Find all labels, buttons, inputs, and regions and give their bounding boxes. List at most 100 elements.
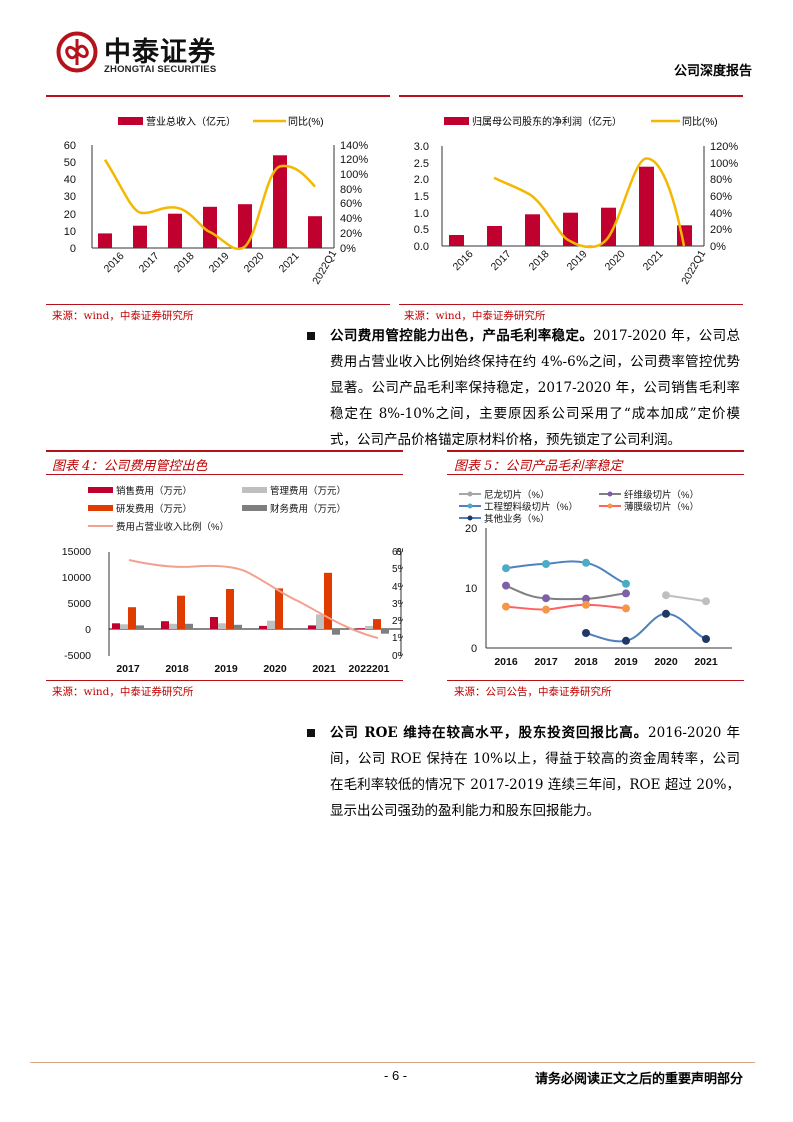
svg-text:2020: 2020 xyxy=(603,248,628,273)
revenue-chart: 营业总收入（亿元） 同比(%) 0 10 20 30 40 50 60 0% 2… xyxy=(46,105,390,305)
report-type: 公司深度报告 xyxy=(673,64,752,79)
svg-text:20: 20 xyxy=(64,209,76,221)
expense-chart: 销售费用（万元） 管理费用（万元） 研发费用（万元） 财务费用（万元） 费用占营… xyxy=(46,478,411,678)
fig5-legend: 尼龙切片（%） 纤维级切片（%） 工程塑料级切片（%） 薄膜级切片（%） 其他业… xyxy=(459,489,699,525)
svg-text:20%: 20% xyxy=(710,224,732,236)
svg-text:2021: 2021 xyxy=(694,656,718,668)
svg-text:纤维级切片（%）: 纤维级切片（%） xyxy=(624,489,699,501)
fig4-top-rule xyxy=(46,450,403,452)
chart2-top-rule xyxy=(399,95,743,97)
svg-text:80%: 80% xyxy=(710,174,732,186)
svg-text:2019: 2019 xyxy=(207,250,232,275)
svg-text:归属母公司股东的净利润（亿元）: 归属母公司股东的净利润（亿元） xyxy=(472,115,622,128)
svg-text:1%: 1% xyxy=(392,633,403,644)
chart1-top-rule xyxy=(46,95,390,97)
svg-text:2018: 2018 xyxy=(172,250,197,275)
svg-text:2022Q1: 2022Q1 xyxy=(679,248,708,286)
svg-text:2016: 2016 xyxy=(102,250,127,275)
chart1-yoy-line xyxy=(103,159,316,251)
svg-text:5000: 5000 xyxy=(68,598,92,610)
svg-text:2.0: 2.0 xyxy=(414,174,429,186)
svg-text:工程塑料级切片（%）: 工程塑料级切片（%） xyxy=(484,501,578,513)
svg-text:100%: 100% xyxy=(710,158,738,170)
svg-text:0%: 0% xyxy=(340,243,356,255)
svg-text:10000: 10000 xyxy=(62,572,91,584)
svg-text:60: 60 xyxy=(64,140,76,152)
svg-text:10: 10 xyxy=(64,226,76,238)
svg-text:同比(%): 同比(%) xyxy=(682,116,718,128)
net-profit-chart: 归属母公司股东的净利润（亿元） 同比(%) 0.0 0.5 1.0 1.5 2.… xyxy=(399,105,749,305)
fig4-bars xyxy=(112,572,389,635)
paragraph2-body: 2016-2020 年间，公司 ROE 保持在 10%以上，得益于较高的资金周转… xyxy=(330,725,740,819)
svg-text:3%: 3% xyxy=(392,599,403,610)
svg-text:40%: 40% xyxy=(340,213,362,225)
header: 中泰证券 ZHONGTAI SECURITIES 公司深度报告 xyxy=(52,28,752,79)
paragraph1-body: 2017-2020 年，公司总费用占营业收入比例始终保持在约 4%-6%之间，公… xyxy=(330,328,740,448)
svg-text:30: 30 xyxy=(64,191,76,203)
svg-text:1.0: 1.0 xyxy=(414,208,429,220)
svg-text:20%: 20% xyxy=(340,228,362,240)
paragraph1-lead: 公司费用管控能力出色，产品毛利率稳定。 xyxy=(330,328,594,344)
svg-text:2017: 2017 xyxy=(534,656,558,668)
fig4-bottom-rule xyxy=(46,680,403,681)
svg-text:2019: 2019 xyxy=(214,663,238,675)
chart1-left-ticks: 0 10 20 30 40 50 60 xyxy=(64,140,76,255)
svg-text:管理费用（万元）: 管理费用（万元） xyxy=(270,485,346,497)
chart1-bars xyxy=(98,155,322,248)
svg-text:4%: 4% xyxy=(392,582,403,593)
svg-text:2018: 2018 xyxy=(574,656,598,668)
svg-text:40%: 40% xyxy=(710,208,732,220)
fig4-title: 图表 4：公司费用管控出色 xyxy=(52,459,208,474)
svg-text:6%: 6% xyxy=(392,547,403,558)
svg-text:销售费用（万元）: 销售费用（万元） xyxy=(116,485,192,497)
chart2-source: 来源：wind，中泰证券研究所 xyxy=(404,310,546,322)
svg-text:2017: 2017 xyxy=(116,663,140,675)
paragraph2-lead: 公司 ROE 维持在较高水平，股东投资回报比高。 xyxy=(330,725,649,741)
svg-text:15000: 15000 xyxy=(62,546,91,558)
chart1-source: 来源：wind，中泰证券研究所 xyxy=(52,310,194,322)
svg-text:2020: 2020 xyxy=(263,663,287,675)
fig4-legend: 销售费用（万元） 管理费用（万元） 研发费用（万元） 财务费用（万元） 费用占营… xyxy=(88,485,346,533)
svg-text:2020: 2020 xyxy=(654,656,678,668)
page-number: - 6 - xyxy=(384,1068,408,1083)
svg-text:2016: 2016 xyxy=(494,656,518,668)
zhongtai-logo-icon xyxy=(56,31,98,73)
svg-text:2019: 2019 xyxy=(614,656,638,668)
svg-text:2021: 2021 xyxy=(641,248,666,273)
chart1-x-labels: 2016 2017 2018 2019 2020 2021 2022Q1 xyxy=(102,248,340,286)
svg-text:5%: 5% xyxy=(392,564,403,575)
chart2-yoy-line xyxy=(493,157,686,249)
svg-text:2021: 2021 xyxy=(277,250,302,275)
legend-yoy: 同比(%) xyxy=(288,116,324,128)
svg-text:2022Q1: 2022Q1 xyxy=(310,248,339,286)
svg-text:2022201: 2022201 xyxy=(349,663,390,675)
svg-text:0: 0 xyxy=(70,243,76,255)
svg-text:2019: 2019 xyxy=(565,248,590,273)
svg-text:1.5: 1.5 xyxy=(414,191,429,203)
bullet-icon xyxy=(307,729,315,737)
svg-text:2018: 2018 xyxy=(165,663,189,675)
chart1-right-ticks: 0% 20% 40% 60% 80% 100% 120% 140% xyxy=(340,140,368,255)
logo-text-cn: 中泰证券 xyxy=(104,37,216,68)
legend-revenue: 营业总收入（亿元） xyxy=(146,115,236,128)
svg-text:2.5: 2.5 xyxy=(414,158,429,170)
svg-text:120%: 120% xyxy=(340,154,368,166)
chart2-bottom-rule xyxy=(399,304,743,305)
footer-rule xyxy=(30,1062,755,1063)
svg-text:薄膜级切片（%）: 薄膜级切片（%） xyxy=(624,501,699,513)
logo-text-en: ZHONGTAI SECURITIES xyxy=(104,64,217,75)
gross-margin-chart: 尼龙切片（%） 纤维级切片（%） 工程塑料级切片（%） 薄膜级切片（%） 其他业… xyxy=(447,478,744,678)
svg-text:研发费用（万元）: 研发费用（万元） xyxy=(116,503,192,515)
svg-text:100%: 100% xyxy=(340,169,368,181)
svg-text:尼龙切片（%）: 尼龙切片（%） xyxy=(484,489,549,501)
fig4-title-rule xyxy=(46,474,403,475)
svg-text:2017: 2017 xyxy=(137,250,162,275)
svg-text:60%: 60% xyxy=(340,198,362,210)
svg-text:20: 20 xyxy=(465,523,477,535)
svg-text:0.0: 0.0 xyxy=(414,241,429,253)
svg-text:-5000: -5000 xyxy=(64,650,91,662)
svg-text:0: 0 xyxy=(471,643,477,655)
svg-text:140%: 140% xyxy=(340,140,368,152)
svg-text:0.5: 0.5 xyxy=(414,224,429,236)
fig5-top-rule xyxy=(447,450,744,452)
